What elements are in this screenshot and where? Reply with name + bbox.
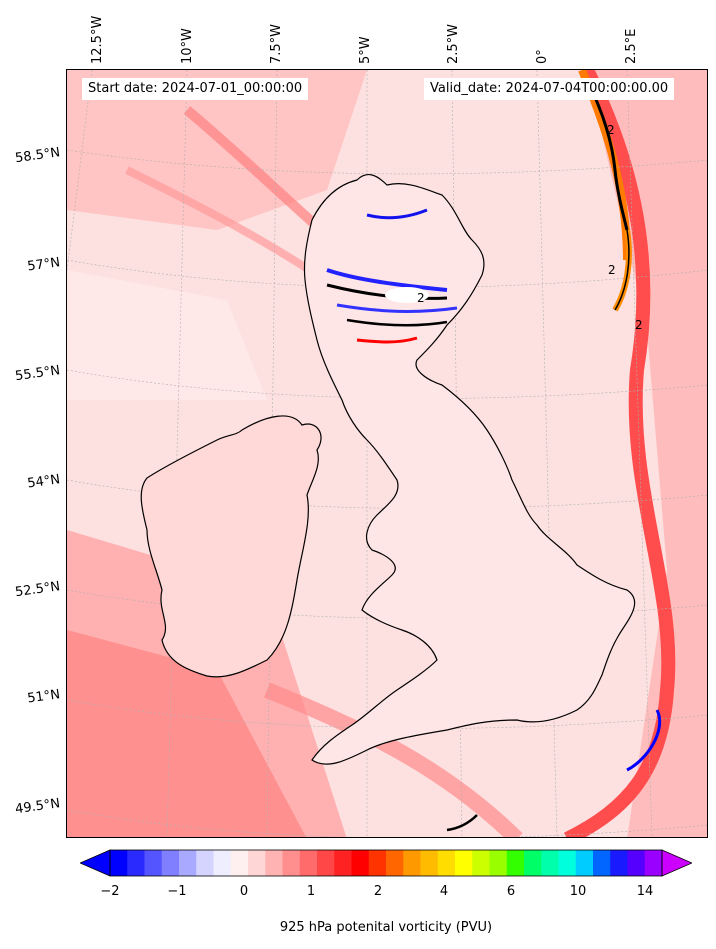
longitude-label: 5°W <box>358 36 373 64</box>
longitude-label: 7.5°W <box>269 23 284 64</box>
colorbar-swatches <box>110 850 663 876</box>
field-band-east <box>587 70 707 837</box>
colorbar-swatch <box>593 850 611 876</box>
colorbar-swatch <box>644 850 663 876</box>
contour-2-east <box>585 79 629 231</box>
colorbar-swatch <box>403 850 421 876</box>
colorbar-extend-high <box>661 849 692 877</box>
field-band-pale <box>67 270 267 400</box>
colorbar-swatch <box>437 850 456 876</box>
latitude-label: 54°N <box>26 472 62 492</box>
longitude-label: 12.5°W <box>90 15 105 64</box>
field-band-sw-strong <box>67 630 306 837</box>
colorbar-swatch <box>472 850 490 876</box>
latitude-label: 55.5°N <box>14 363 62 385</box>
colorbar-swatch <box>196 850 214 876</box>
colorbar-swatch <box>541 850 559 876</box>
channel-anomaly <box>626 709 662 772</box>
colorbar-swatch <box>455 850 473 876</box>
colorbar-swatch <box>351 850 370 876</box>
colorbar-swatch <box>317 850 335 876</box>
colorbar-swatch <box>610 850 628 876</box>
colorbar-swatch <box>127 850 145 876</box>
colorbar-tick: 14 <box>636 884 654 899</box>
contour-south <box>446 814 478 832</box>
longitude-label: 2.5°E <box>624 28 639 64</box>
colorbar-tick: 1 <box>306 884 316 899</box>
colorbar-swatch <box>558 850 577 876</box>
latitude-label: 58.5°N <box>14 145 62 167</box>
colorbar <box>80 849 692 877</box>
colorbar-swatch <box>179 850 197 876</box>
colorbar-swatch <box>506 850 525 876</box>
colorbar-tick: 2 <box>373 884 383 899</box>
colorbar-swatch <box>248 850 266 876</box>
highland-anomalies <box>326 208 458 344</box>
colorbar-swatch <box>489 850 508 876</box>
start-date-label: Start date: 2024-07-01_00:00:00 <box>82 78 309 100</box>
colorbar-tick: −1 <box>167 884 187 899</box>
contour-label: 2 <box>417 291 425 305</box>
orange-feature-outline <box>614 229 630 311</box>
contour-label: 2 <box>608 263 616 277</box>
colorbar-label: 925 hPa potenital vorticity (PVU) <box>279 920 493 935</box>
colorbar-extend-low <box>80 849 111 877</box>
colorbar-swatch <box>386 850 404 876</box>
colorbar-tick: 6 <box>506 884 516 899</box>
field-band-nw <box>67 70 367 230</box>
colorbar-tick: 10 <box>569 884 587 899</box>
contour-label: 2 <box>607 123 615 137</box>
latitude-label: 52.5°N <box>14 579 62 601</box>
longitude-label: 10°W <box>180 28 195 64</box>
colorbar-swatch <box>420 850 439 876</box>
latitude-label: 57°N <box>26 255 62 275</box>
colorbar-tick: −2 <box>100 884 120 899</box>
colorbar-outline <box>109 849 663 877</box>
colorbar-swatch <box>161 850 180 876</box>
colorbar-swatch <box>575 850 594 876</box>
colorbar-swatch <box>524 850 542 876</box>
colorbar-swatch <box>334 850 352 876</box>
longitude-label: 2.5°W <box>446 23 461 64</box>
colorbar-tick: 4 <box>439 884 449 899</box>
colorbar-swatch <box>282 850 301 876</box>
colorbar-swatch <box>368 850 387 876</box>
ireland-outline <box>140 415 322 678</box>
colorbar-swatch <box>144 850 163 876</box>
map-canvas: 2 2 2 2 <box>67 70 707 837</box>
latitude-label: 51°N <box>26 687 62 707</box>
colorbar-swatch <box>230 850 249 876</box>
contour-label: 2 <box>635 318 643 332</box>
field-streak-3 <box>264 682 523 837</box>
map-panel: 2 2 2 2 <box>66 69 708 838</box>
colorbar-swatch <box>627 850 646 876</box>
colorbar-swatch <box>265 850 283 876</box>
colorbar-swatch <box>110 850 128 876</box>
colorbar-tick: 0 <box>239 884 249 899</box>
great-britain-outline <box>303 173 636 765</box>
colorbar-swatch <box>213 850 232 876</box>
longitude-label: 0° <box>535 49 550 64</box>
latitude-label: 49.5°N <box>14 796 62 818</box>
colorbar-swatch <box>299 850 318 876</box>
field-band-east-strong <box>563 70 676 837</box>
valid-date-label: Valid_date: 2024-07-04T00:00:00.00 <box>424 78 675 100</box>
